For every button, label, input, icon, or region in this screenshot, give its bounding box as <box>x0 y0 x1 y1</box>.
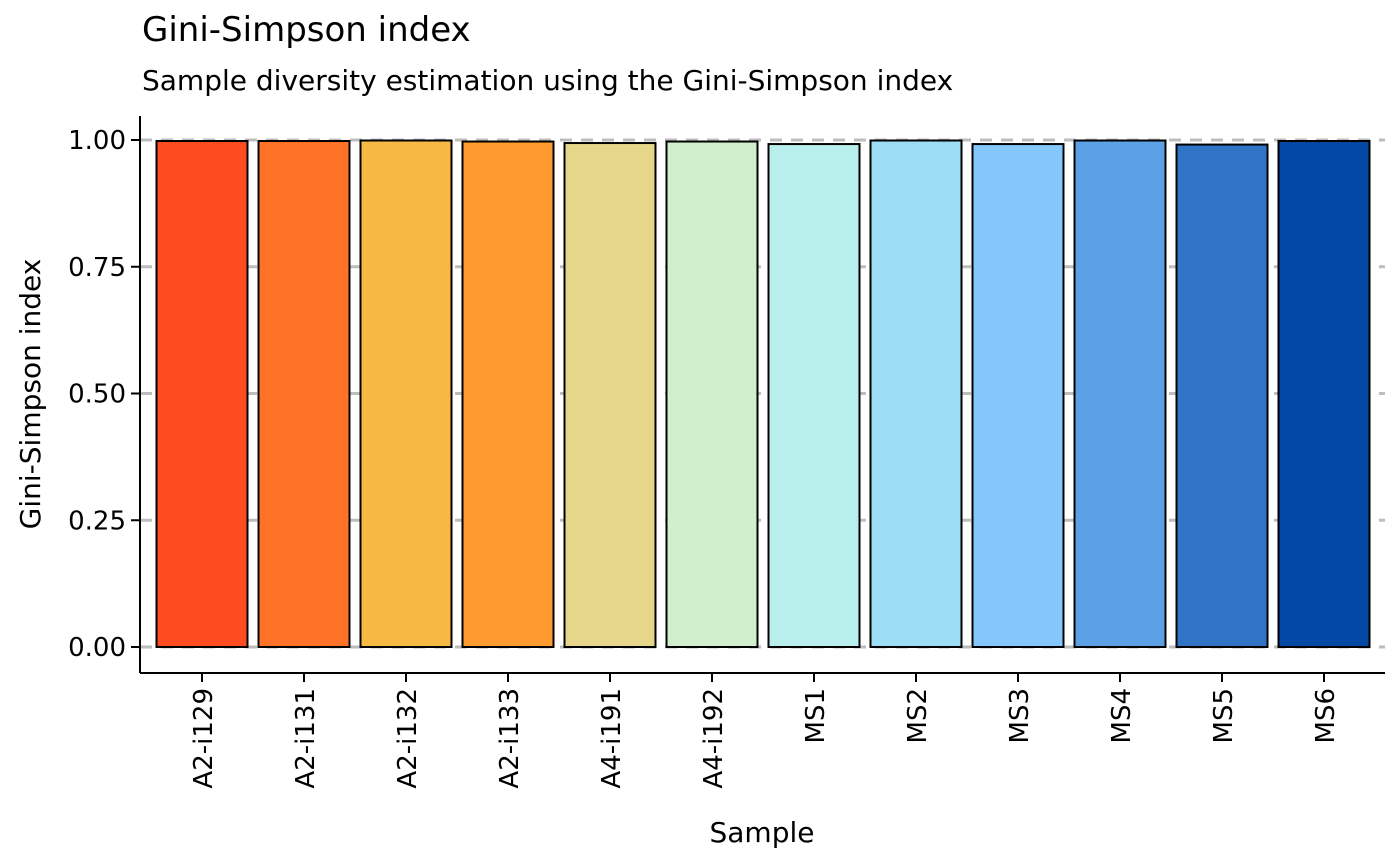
y-axis-label: Gini-Simpson index <box>14 259 47 530</box>
y-ticks: 0.00 0.25 0.50 0.75 1.00 <box>68 126 140 663</box>
bar <box>665 140 759 648</box>
y-tick-label: 0.00 <box>68 633 126 663</box>
x-tick-label: MS6 <box>1311 688 1341 743</box>
x-tick-label: MS4 <box>1107 688 1137 743</box>
y-tick-label: 0.75 <box>68 253 126 283</box>
y-tick-label: 0.25 <box>68 506 126 536</box>
x-axis-label: Sample <box>710 816 815 849</box>
x-tick-label: A4-i192 <box>699 688 729 789</box>
bar <box>767 143 861 648</box>
x-ticks: A2-i129 A2-i131 A2-i132 A2-i133 A4-i191 A4-i1… <box>189 673 1341 789</box>
x-tick-label: MS5 <box>1209 688 1239 743</box>
x-tick-label: A2-i131 <box>291 688 321 789</box>
bar <box>359 139 453 649</box>
x-tick-label: MS3 <box>1005 688 1035 743</box>
y-tick-label: 0.50 <box>68 380 126 410</box>
bar <box>1175 143 1269 649</box>
x-tick-label: MS1 <box>801 688 831 743</box>
y-tick-label: 1.00 <box>68 126 126 156</box>
bar <box>563 142 657 649</box>
x-tick-label: A4-i191 <box>597 688 627 789</box>
bar <box>1277 140 1371 648</box>
bars <box>155 139 1371 649</box>
chart-title: Gini-Simpson index <box>142 10 471 50</box>
x-tick-label: A2-i132 <box>393 688 423 789</box>
x-tick-label: MS2 <box>903 688 933 743</box>
x-tick-label: A2-i129 <box>189 688 219 789</box>
bar <box>1073 139 1167 649</box>
bar <box>257 140 351 648</box>
bar <box>155 140 249 648</box>
x-tick-label: A2-i133 <box>495 688 525 789</box>
chart-subtitle: Sample diversity estimation using the Gi… <box>142 64 954 97</box>
bar <box>461 140 555 648</box>
bar <box>869 139 963 649</box>
bar <box>971 143 1065 648</box>
